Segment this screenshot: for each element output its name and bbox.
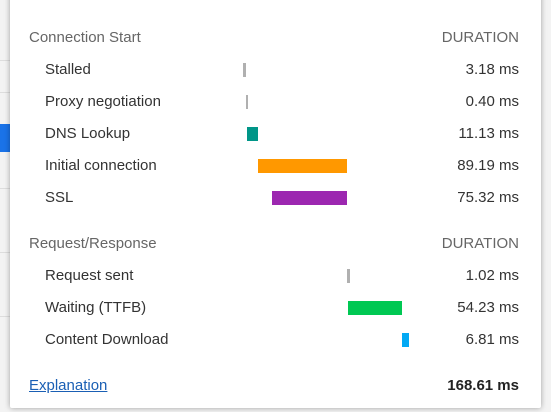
row-label: Waiting (TTFB) xyxy=(45,299,147,316)
row-label: Content Download xyxy=(45,331,169,348)
timing-bar xyxy=(346,269,350,283)
row-label: Initial connection xyxy=(45,157,157,174)
section-title: Connection Start xyxy=(29,29,141,46)
row-duration: 3.18 ms xyxy=(465,61,519,78)
bg-line xyxy=(0,316,10,317)
row-duration: 0.40 ms xyxy=(465,93,519,110)
row-duration: 54.23 ms xyxy=(457,299,519,316)
column-header: DURATION xyxy=(441,235,519,252)
row-label: Request sent xyxy=(45,267,134,284)
row-duration: 11.13 ms xyxy=(458,125,519,142)
row-duration: 89.19 ms xyxy=(457,157,519,174)
timing-bar xyxy=(257,159,347,173)
row-label: DNS Lookup xyxy=(45,125,131,142)
timing-bar xyxy=(243,63,247,77)
timing-popup: Connection Start DURATION Stalled 3.18 ms Pr… xyxy=(10,0,541,408)
bg-line xyxy=(0,188,10,189)
timing-bar xyxy=(246,127,258,141)
column-header: DURATION xyxy=(441,29,519,46)
timing-bar xyxy=(402,333,409,347)
row-duration: 6.81 ms xyxy=(465,331,519,348)
bg-line xyxy=(0,252,10,253)
explanation-link[interactable]: Explanation xyxy=(29,377,108,394)
timing-bar xyxy=(271,191,347,205)
section-title: Request/Response xyxy=(29,235,157,252)
timing-bar xyxy=(246,95,249,109)
row-duration: 75.32 ms xyxy=(457,189,519,206)
row-label: Proxy negotiation xyxy=(45,93,161,110)
bg-selected-row xyxy=(0,124,10,152)
row-label: Stalled xyxy=(45,61,91,78)
row-label: SSL xyxy=(45,189,74,206)
row-duration: 1.02 ms xyxy=(465,267,519,284)
total-duration: 168.61 ms xyxy=(447,377,519,394)
bg-line xyxy=(0,60,10,61)
bg-line xyxy=(0,92,10,93)
timing-bar xyxy=(347,301,403,315)
